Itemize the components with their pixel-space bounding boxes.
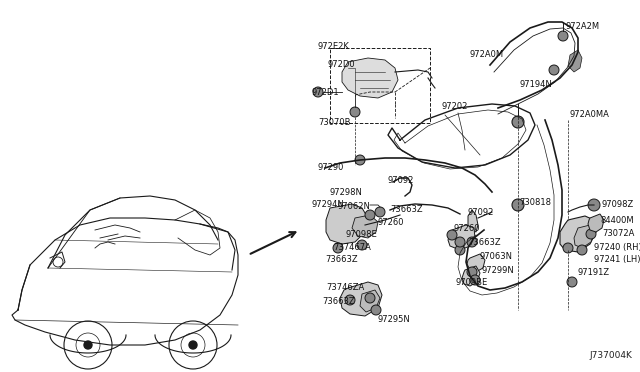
Text: 97295N: 97295N [378, 315, 411, 324]
Circle shape [455, 237, 465, 247]
Circle shape [447, 230, 457, 240]
Circle shape [313, 87, 323, 97]
Polygon shape [467, 254, 485, 272]
Circle shape [371, 305, 381, 315]
Polygon shape [468, 210, 478, 232]
Text: 972A2M: 972A2M [565, 22, 599, 31]
Text: 97098Z: 97098Z [602, 200, 634, 209]
Text: 73746ZA: 73746ZA [326, 283, 364, 292]
Text: 972E2K: 972E2K [318, 42, 350, 51]
Text: 97191Z: 97191Z [578, 268, 610, 277]
Circle shape [84, 341, 92, 349]
Circle shape [365, 293, 375, 303]
Text: 972A0M: 972A0M [470, 50, 504, 59]
Polygon shape [448, 225, 475, 250]
Polygon shape [568, 50, 582, 72]
Text: 97098E: 97098E [346, 230, 378, 239]
Text: 73663Z: 73663Z [468, 238, 500, 247]
Text: 97062N: 97062N [338, 202, 371, 211]
Text: 73070B: 73070B [318, 118, 351, 127]
Circle shape [588, 199, 600, 211]
Text: 97092: 97092 [468, 208, 494, 217]
Circle shape [549, 65, 559, 75]
Polygon shape [574, 225, 594, 248]
Polygon shape [588, 214, 604, 232]
Text: 97260: 97260 [453, 224, 479, 233]
Circle shape [375, 207, 385, 217]
Text: 97290: 97290 [318, 163, 344, 172]
Text: 972D1: 972D1 [312, 88, 340, 97]
Text: 737467A: 737467A [333, 243, 371, 252]
Text: 97194N: 97194N [520, 80, 553, 89]
Text: 84400M: 84400M [600, 216, 634, 225]
Polygon shape [352, 215, 378, 238]
Text: 73072A: 73072A [602, 229, 634, 238]
Circle shape [470, 275, 480, 285]
Text: J737004K: J737004K [589, 351, 632, 360]
Circle shape [586, 229, 596, 239]
Circle shape [577, 245, 587, 255]
Text: 972A0MA: 972A0MA [570, 110, 610, 119]
Circle shape [563, 243, 573, 253]
Polygon shape [342, 58, 398, 98]
Polygon shape [326, 204, 368, 244]
Text: 97241 (LH): 97241 (LH) [594, 255, 640, 264]
Polygon shape [360, 290, 380, 312]
Circle shape [345, 295, 355, 305]
Circle shape [512, 116, 524, 128]
Circle shape [357, 240, 367, 250]
Text: 97202: 97202 [442, 102, 468, 111]
Circle shape [467, 267, 477, 277]
Polygon shape [340, 282, 382, 316]
Text: 73663Z: 73663Z [322, 297, 355, 306]
Circle shape [355, 155, 365, 165]
Text: 97260: 97260 [378, 218, 404, 227]
Text: 73663Z: 73663Z [325, 255, 358, 264]
Text: 97240 (RH): 97240 (RH) [594, 243, 640, 252]
Bar [330, 48, 430, 123]
Polygon shape [560, 216, 596, 252]
Text: 97092: 97092 [388, 176, 414, 185]
Text: 97063N: 97063N [480, 252, 513, 261]
Circle shape [467, 237, 477, 247]
Text: 97298N: 97298N [330, 188, 363, 197]
Circle shape [455, 245, 465, 255]
Circle shape [333, 243, 343, 253]
Text: 97294N: 97294N [312, 200, 345, 209]
Polygon shape [462, 266, 480, 286]
Circle shape [512, 199, 524, 211]
Circle shape [567, 277, 577, 287]
Circle shape [189, 341, 197, 349]
Circle shape [558, 31, 568, 41]
Circle shape [365, 210, 375, 220]
Text: 9709BE: 9709BE [455, 278, 487, 287]
Circle shape [350, 107, 360, 117]
Text: 97299N: 97299N [482, 266, 515, 275]
Text: 972D0: 972D0 [327, 60, 355, 69]
Text: 73663Z: 73663Z [390, 205, 422, 214]
Text: 730818: 730818 [519, 198, 551, 207]
